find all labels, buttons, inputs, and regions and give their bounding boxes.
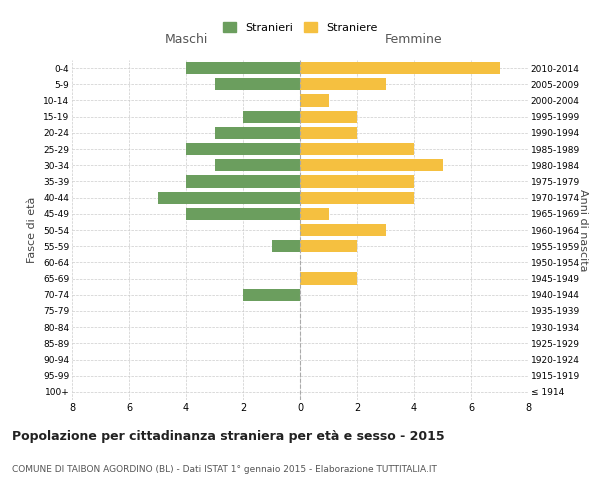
- Bar: [300, 62, 499, 74]
- Bar: [300, 110, 357, 122]
- Y-axis label: Fasce di età: Fasce di età: [28, 197, 37, 263]
- Bar: [300, 192, 414, 203]
- Bar: [300, 176, 414, 188]
- Text: Femmine: Femmine: [385, 34, 443, 46]
- Bar: [157, 192, 300, 203]
- Bar: [215, 127, 300, 139]
- Bar: [300, 224, 386, 236]
- Text: Popolazione per cittadinanza straniera per età e sesso - 2015: Popolazione per cittadinanza straniera p…: [12, 430, 445, 443]
- Bar: [300, 143, 414, 155]
- Bar: [186, 176, 300, 188]
- Bar: [271, 240, 300, 252]
- Bar: [300, 94, 329, 106]
- Bar: [186, 62, 300, 74]
- Bar: [300, 208, 329, 220]
- Text: COMUNE DI TAIBON AGORDINO (BL) - Dati ISTAT 1° gennaio 2015 - Elaborazione TUTTI: COMUNE DI TAIBON AGORDINO (BL) - Dati IS…: [12, 465, 437, 474]
- Bar: [215, 78, 300, 90]
- Bar: [300, 78, 386, 90]
- Bar: [243, 288, 300, 301]
- Legend: Stranieri, Straniere: Stranieri, Straniere: [218, 18, 382, 38]
- Bar: [186, 208, 300, 220]
- Bar: [215, 159, 300, 172]
- Bar: [300, 159, 443, 172]
- Bar: [300, 240, 357, 252]
- Bar: [300, 272, 357, 284]
- Y-axis label: Anni di nascita: Anni di nascita: [578, 188, 589, 271]
- Text: Maschi: Maschi: [164, 34, 208, 46]
- Bar: [186, 143, 300, 155]
- Bar: [300, 127, 357, 139]
- Bar: [243, 110, 300, 122]
